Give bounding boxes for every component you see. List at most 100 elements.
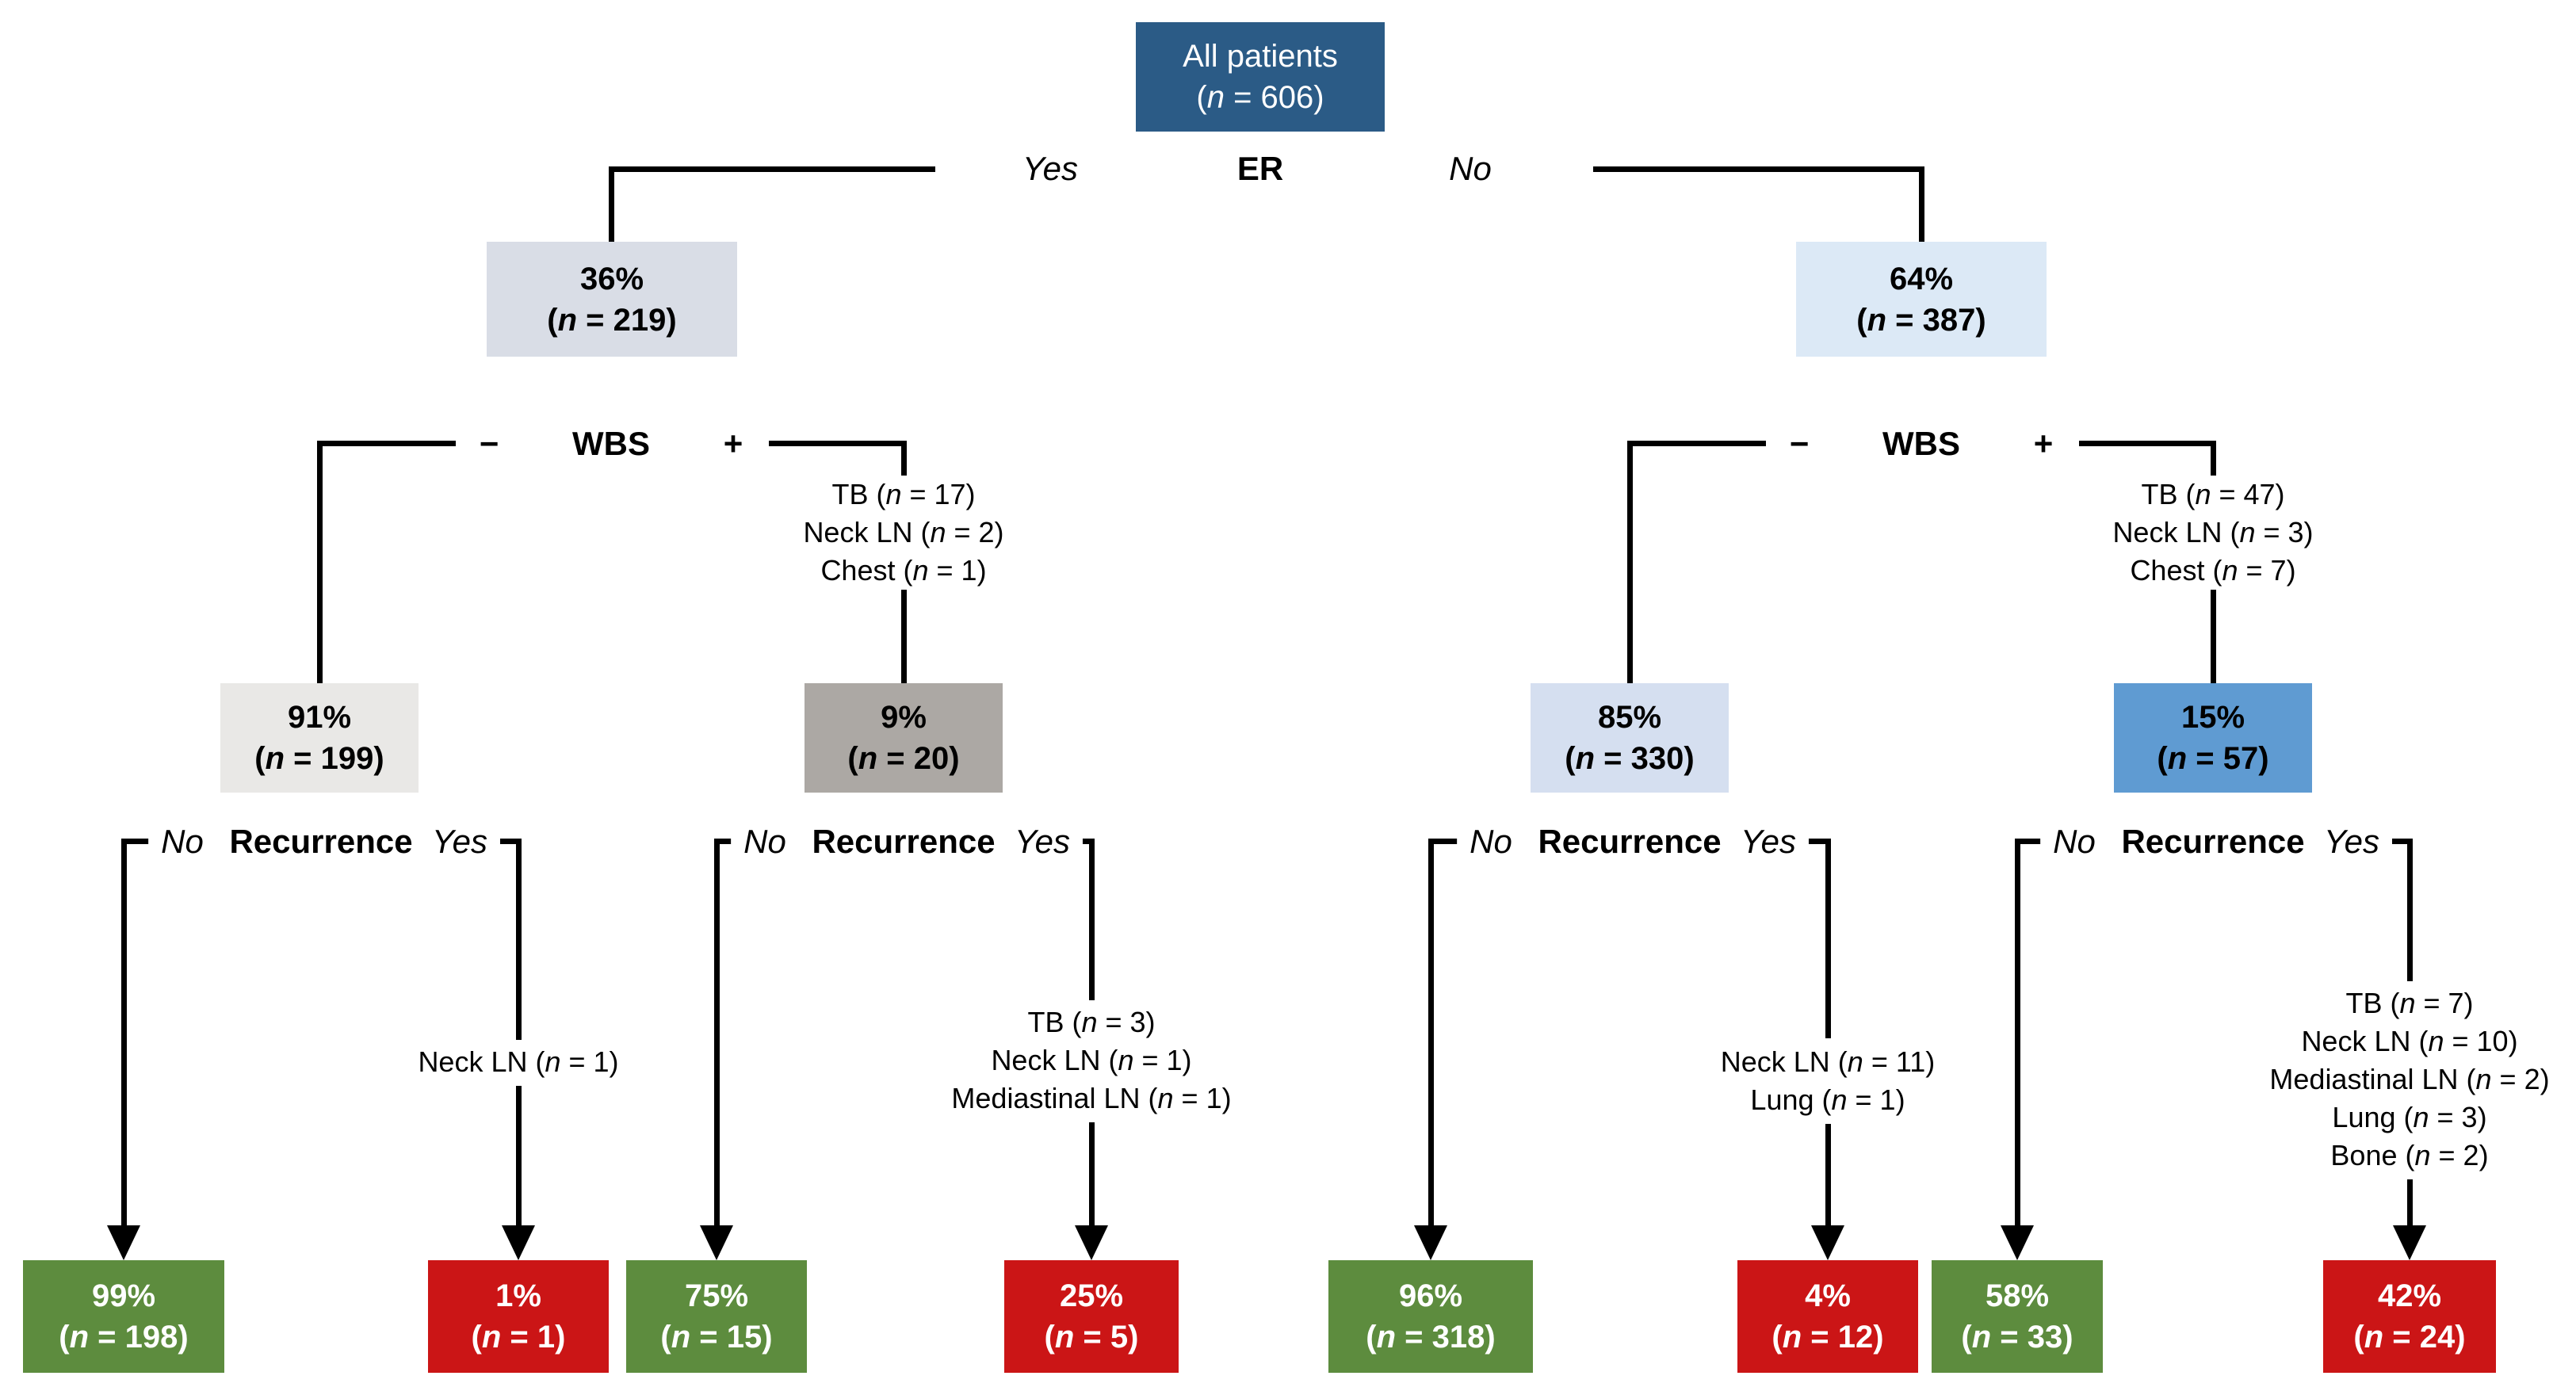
rec4-no-label: No (2040, 821, 2108, 862)
node-pct: 42% (2377, 1278, 2442, 1313)
annotation-line: Neck LN (n = 2) (803, 516, 1004, 548)
connector-wbs-left-pos-vline-lower (901, 590, 907, 683)
node-pct: 99% (91, 1278, 156, 1313)
rec3-yes-label: Yes (1727, 821, 1810, 862)
wbs-left-minus-label: − (466, 423, 512, 464)
node-n: (n = 15) (660, 1320, 773, 1355)
leaf-no-recurrence-1: 99% (n = 198) (23, 1260, 224, 1373)
node-n: (n = 387) (1856, 302, 1986, 338)
node-n: (n = 1) (471, 1320, 566, 1355)
node-pct: 36% (579, 261, 644, 296)
arrowhead-col8 (2393, 1225, 2426, 1260)
annotation-line: Chest (n = 7) (2130, 554, 2296, 587)
connector-rec2-yes-vline-upper (1089, 839, 1095, 1000)
connector-wbs-right-pos-vline-lower (2211, 590, 2216, 683)
connector-rec2-no-vline (714, 839, 720, 1229)
node-pct: 9% (881, 700, 927, 735)
leaf-recurrence-2: 25% (n = 5) (1004, 1260, 1179, 1373)
rec3-no-label: No (1457, 821, 1525, 862)
annotation-line: TB (n = 7) (2345, 987, 2474, 1019)
node-n: (n = 606) (1196, 80, 1324, 115)
node-pct: 4% (1805, 1278, 1851, 1313)
arrowhead-col5 (1414, 1225, 1447, 1260)
node-er-negative: 64% (n = 387) (1796, 242, 2047, 357)
wbs-right-minus-label: − (1776, 423, 1822, 464)
annotation-line: Mediastinal LN (n = 2) (2269, 1063, 2550, 1095)
leaf-no-recurrence-3: 96% (n = 318) (1328, 1260, 1533, 1373)
arrowhead-col3 (700, 1225, 733, 1260)
node-n: (n = 318) (1366, 1320, 1496, 1355)
node-pct: 64% (1889, 261, 1954, 296)
node-n: (n = 199) (254, 741, 384, 776)
annotation-line: Bone (n = 2) (2330, 1139, 2489, 1171)
leaf-recurrence-1: 1% (n = 1) (428, 1260, 609, 1373)
annotation-wbs-pos-left: TB (n = 17) Neck LN (n = 2) Chest (n = 1… (666, 476, 1141, 590)
node-wbs-pos-er-no: 15% (n = 57) (2114, 683, 2312, 793)
rec3-split-label: Recurrence (1525, 821, 1734, 862)
node-pct: 75% (684, 1278, 749, 1313)
rec4-split-label: Recurrence (2108, 821, 2318, 862)
leaf-recurrence-3: 4% (n = 12) (1737, 1260, 1918, 1373)
rec1-split-label: Recurrence (216, 821, 426, 862)
annotation-line: Mediastinal LN (n = 1) (951, 1082, 1232, 1114)
connector-rec1-yes-vline-upper (516, 839, 522, 1040)
leaf-no-recurrence-2: 75% (n = 15) (626, 1260, 807, 1373)
arrowhead-col4 (1075, 1225, 1108, 1260)
annotation-line: TB (n = 3) (1027, 1006, 1156, 1038)
connector-rec3-yes-vline-upper (1825, 839, 1831, 1038)
connector-rec4-yes-vline-lower (2407, 1179, 2413, 1229)
rec2-split-label: Recurrence (799, 821, 1008, 862)
rec1-no-label: No (148, 821, 216, 862)
wbs-left-plus-label: + (710, 423, 756, 464)
connector-wbs-left-neg-vline (317, 441, 323, 683)
rec1-yes-label: Yes (419, 821, 501, 862)
node-pct: 25% (1059, 1278, 1124, 1313)
wbs-right-split-label: WBS (1870, 423, 1973, 464)
arrowhead-col6 (1811, 1225, 1844, 1260)
annotation-line: Neck LN (n = 11) (1720, 1045, 1936, 1078)
connector-er-yes-vline (609, 166, 614, 242)
annotation-line: TB (n = 17) (831, 478, 976, 510)
annotation-line: Neck LN (n = 3) (2112, 516, 2314, 548)
node-n: (n = 219) (547, 302, 677, 338)
annotation-line: Neck LN (n = 1) (418, 1045, 619, 1078)
wbs-right-plus-label: + (2020, 423, 2066, 464)
leaf-recurrence-4: 42% (n = 24) (2323, 1260, 2496, 1373)
node-n: (n = 57) (2157, 741, 2269, 776)
connector-rec4-no-vline (2015, 839, 2020, 1229)
annotation-line: Lung (n = 3) (2332, 1101, 2487, 1133)
node-n: (n = 198) (59, 1320, 189, 1355)
node-er-positive: 36% (n = 219) (487, 242, 737, 357)
connector-rec4-yes-vline-upper (2407, 839, 2413, 981)
annotation-wbs-pos-right: TB (n = 47) Neck LN (n = 3) Chest (n = 7… (1975, 476, 2451, 590)
rec2-no-label: No (731, 821, 799, 862)
node-all-patients: All patients (n = 606) (1136, 22, 1385, 132)
node-n: (n = 24) (2353, 1320, 2466, 1355)
connector-wbs-right-neg-vline (1627, 441, 1633, 683)
annotation-leaf-col2: Neck LN (n = 1) (281, 1043, 756, 1081)
annotation-leaf-col6: Neck LN (n = 11) Lung (n = 1) (1590, 1043, 2066, 1119)
node-n: (n = 33) (1961, 1320, 2073, 1355)
annotation-line: Lung (n = 1) (1750, 1083, 1905, 1116)
er-branch-yes-label: Yes (1009, 148, 1091, 189)
node-pct: 85% (1597, 700, 1662, 735)
node-title: All patients (1183, 39, 1338, 74)
annotation-line: Neck LN (n = 1) (991, 1044, 1192, 1076)
arrowhead-col2 (502, 1225, 535, 1260)
annotation-leaf-col8: TB (n = 7) Neck LN (n = 10) Mediastinal … (2192, 984, 2576, 1175)
annotation-line: TB (n = 47) (2141, 478, 2285, 510)
node-n: (n = 5) (1044, 1320, 1139, 1355)
annotation-line: Chest (n = 1) (820, 554, 987, 587)
node-n: (n = 12) (1771, 1320, 1884, 1355)
node-wbs-neg-er-yes: 91% (n = 199) (220, 683, 419, 793)
connector-wbs-right-pos-vline-upper (2211, 441, 2216, 477)
annotation-leaf-col4: TB (n = 3) Neck LN (n = 1) Mediastinal L… (854, 1003, 1329, 1118)
connector-rec1-yes-vline-lower (516, 1086, 522, 1229)
rec2-yes-label: Yes (1001, 821, 1084, 862)
node-n: (n = 20) (847, 741, 960, 776)
connector-rec2-yes-vline-lower (1089, 1122, 1095, 1229)
node-pct: 15% (2180, 700, 2245, 735)
rec4-yes-label: Yes (2310, 821, 2393, 862)
node-wbs-pos-er-yes: 9% (n = 20) (805, 683, 1003, 793)
